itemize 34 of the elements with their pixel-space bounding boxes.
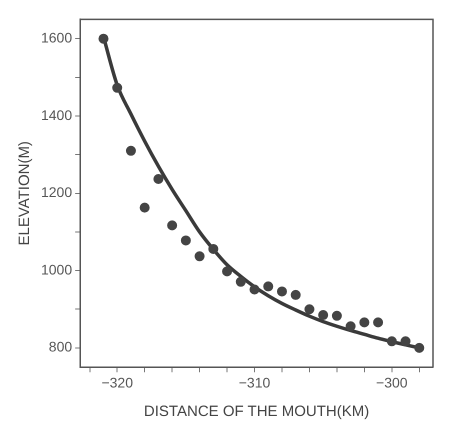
point	[276, 286, 287, 296]
y-tick-label: 1600	[40, 30, 72, 46]
y-tick-label: 1000	[40, 261, 72, 278]
point	[208, 244, 218, 254]
y-tick-label: 1400	[40, 106, 72, 123]
point	[236, 276, 246, 287]
point	[180, 235, 191, 246]
x-axis-title: DISTANCE OF THE MOUTH(KM)	[144, 403, 370, 420]
point	[222, 266, 232, 276]
y-tick-label: 1200	[40, 184, 72, 200]
point	[263, 281, 274, 292]
x-tick-label: −320	[101, 374, 134, 390]
point	[194, 251, 205, 262]
y-tick-label: 800	[48, 338, 72, 355]
point	[304, 304, 314, 314]
point	[98, 34, 108, 44]
point	[386, 336, 397, 346]
point	[359, 317, 370, 328]
point	[167, 220, 178, 230]
point	[414, 342, 424, 353]
point	[112, 82, 122, 93]
x-tick-label: −310	[238, 374, 270, 390]
point	[400, 336, 411, 346]
point	[250, 284, 260, 295]
x-tick-label: −300	[376, 374, 408, 390]
point	[318, 310, 328, 320]
point	[140, 202, 150, 213]
point	[290, 290, 301, 300]
point	[346, 321, 356, 332]
point	[126, 146, 136, 156]
y-axis-title: ELEVATION(M)	[16, 141, 34, 246]
point	[153, 174, 164, 184]
point	[373, 317, 384, 328]
point	[332, 310, 342, 321]
